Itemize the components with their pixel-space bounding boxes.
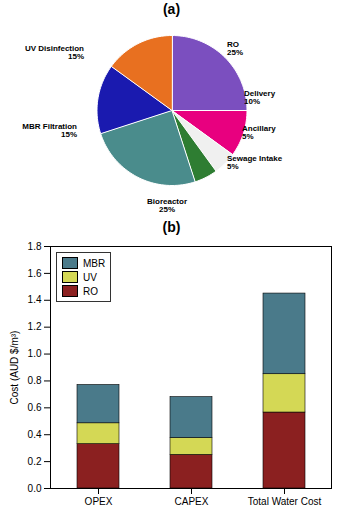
- svg-text:Ancillary5%: Ancillary5%: [242, 124, 276, 141]
- svg-text:1.0: 1.0: [28, 348, 42, 359]
- svg-text:Sewage Intake5%: Sewage Intake5%: [227, 154, 283, 171]
- svg-text:MBR Filtration15%: MBR Filtration15%: [22, 122, 77, 139]
- html-text:(a): (a): [162, 1, 181, 17]
- html-text:MBR: MBR: [83, 257, 106, 269]
- html-text:(b): (b): [162, 219, 181, 235]
- svg-text:RO25%: RO25%: [227, 40, 243, 57]
- html-text:UV: UV: [83, 271, 97, 283]
- svg-text:1.8: 1.8: [28, 241, 42, 252]
- svg-text:Total Water Cost: Total Water Cost: [248, 496, 322, 507]
- svg-text:1.6: 1.6: [28, 268, 42, 279]
- svg-text:Bioreactor25%: Bioreactor25%: [147, 197, 187, 214]
- svg-text:UV Disinfection15%: UV Disinfection15%: [25, 44, 84, 61]
- svg-text:CAPEX: CAPEX: [175, 496, 209, 507]
- svg-text:0.8: 0.8: [28, 375, 42, 386]
- svg-text:0.4: 0.4: [28, 429, 42, 440]
- html-text:RO: RO: [83, 285, 98, 297]
- svg-text:OPEX: OPEX: [85, 496, 113, 507]
- svg-text:0.6: 0.6: [28, 402, 42, 413]
- svg-text:0.0: 0.0: [28, 483, 42, 494]
- svg-text:0.2: 0.2: [28, 456, 42, 467]
- svg-text:Cost (AUD $/m³): Cost (AUD $/m³): [9, 331, 20, 405]
- svg-text:1.2: 1.2: [28, 321, 42, 332]
- svg-text:1.4: 1.4: [28, 294, 42, 305]
- svg-text:Delivery10%: Delivery10%: [244, 89, 276, 106]
